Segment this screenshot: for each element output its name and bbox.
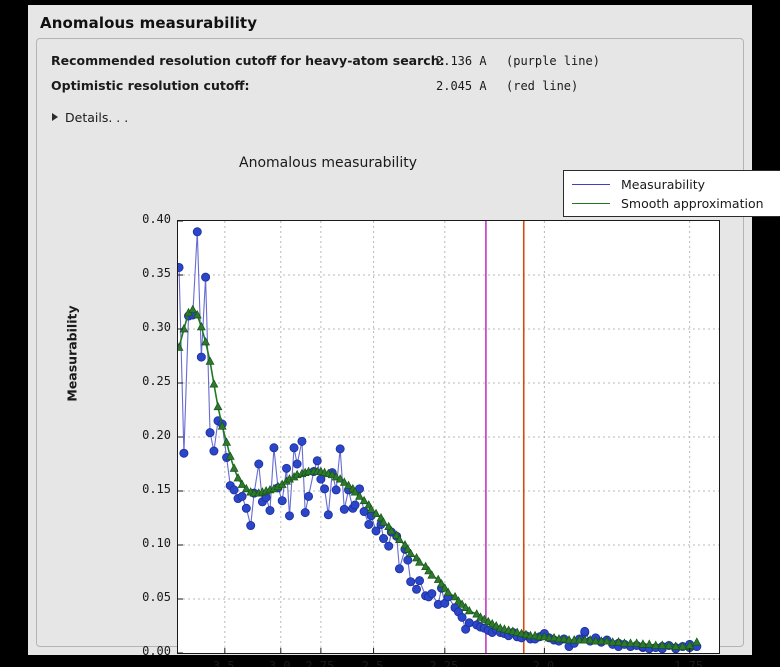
summary-value: 2.136 A	[436, 54, 487, 68]
legend-item-smooth-approximation: Smooth approximation	[572, 195, 764, 211]
grid-lines	[178, 221, 719, 653]
x-tick-label: 3.5	[212, 659, 235, 667]
summary-label: Optimistic resolution cutoff:	[51, 78, 250, 93]
cutoff-lines	[485, 221, 525, 653]
legend-item-measurability: Measurability	[572, 176, 705, 192]
legend-label: Smooth approximation	[621, 195, 764, 211]
y-tick-label: 0.10	[142, 536, 171, 550]
plot-area	[177, 220, 720, 654]
x-tick-label: 2.0	[532, 659, 555, 667]
triangle-right-icon	[52, 113, 58, 121]
summary-note: (purple line)	[506, 54, 600, 68]
series-measurability-markers	[178, 227, 702, 653]
y-tick-label: 0.25	[142, 374, 171, 388]
chart-title: Anomalous measurability	[239, 155, 417, 171]
chart-container: Anomalous measurability Measurability Sm…	[43, 131, 780, 667]
y-tick-label: 0.35	[142, 266, 171, 280]
summary-value: 2.045 A	[436, 79, 487, 93]
y-tick-label: 0.40	[142, 212, 171, 226]
x-tick-label: 3.0	[268, 659, 291, 667]
x-tick-label: 2.25	[429, 659, 459, 667]
chart-legend: Measurability Smooth approximation	[563, 170, 780, 217]
details-label: Details. . .	[65, 109, 129, 125]
legend-line-swatch	[572, 183, 610, 185]
y-tick-label: 0.30	[142, 320, 171, 334]
y-tick-label: 0.05	[142, 590, 171, 604]
series-smooth-markers	[178, 304, 702, 650]
y-tick-label: 0.20	[142, 428, 171, 442]
y-axis-label: Measurability	[64, 305, 80, 402]
summary-label: Recommended resolution cutoff for heavy-…	[51, 53, 445, 68]
x-tick-label: 2.75	[305, 659, 335, 667]
page-title: Anomalous measurability	[40, 14, 258, 32]
details-disclosure[interactable]: Details. . .	[51, 107, 128, 127]
y-tick-label: 0.15	[142, 482, 171, 496]
y-tick-label: 0.00	[142, 644, 171, 658]
legend-label: Measurability	[621, 176, 706, 192]
x-tick-label: 2.5	[361, 659, 384, 667]
panel-content: Recommended resolution cutoff for heavy-…	[36, 38, 780, 667]
anomalous-measurability-panel: Anomalous measurability Recommended reso…	[28, 5, 780, 667]
summary-note: (red line)	[506, 79, 579, 93]
plot-svg	[178, 221, 719, 653]
legend-line-swatch	[572, 202, 610, 204]
x-tick-label: 1.75	[674, 659, 704, 667]
